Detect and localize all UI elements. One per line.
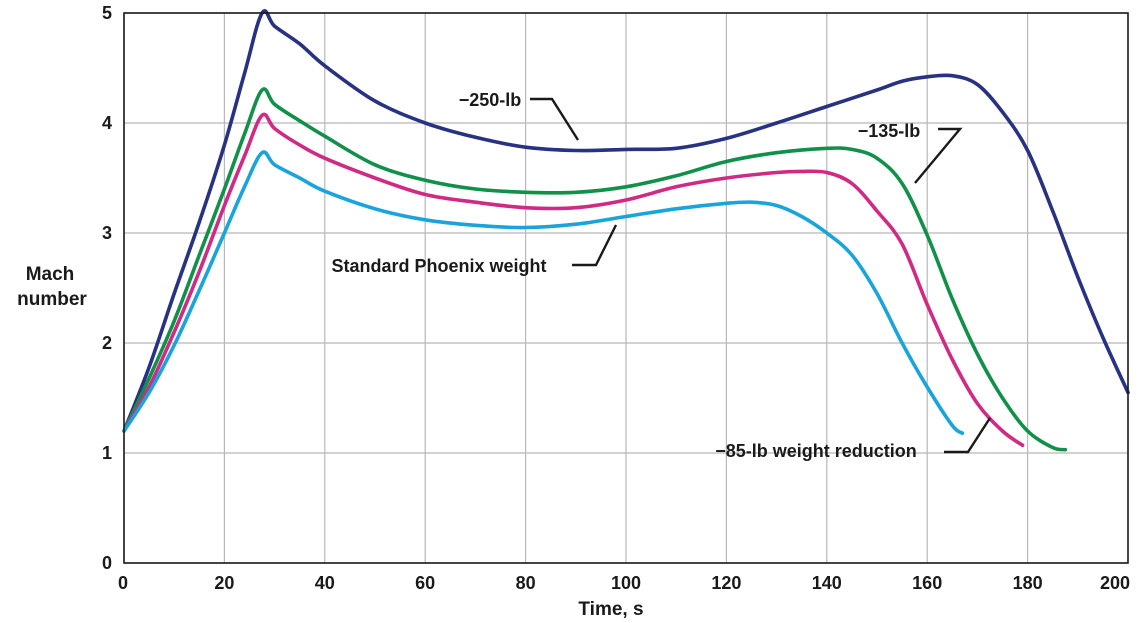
series-line-85-lb xyxy=(122,112,1025,448)
series-lines xyxy=(122,9,1130,452)
series-line-250-lb xyxy=(122,9,1130,433)
x-tick-label: 180 xyxy=(1013,573,1043,593)
y-tick-label: 5 xyxy=(102,3,112,23)
annotation-135-lb: −135-lb xyxy=(858,121,921,141)
x-tick-label: 80 xyxy=(516,573,536,593)
x-tick-label: 60 xyxy=(415,573,435,593)
gridlines xyxy=(123,12,1129,564)
y-tick-labels: 0 1 2 3 4 5 xyxy=(102,3,112,573)
x-tick-label: 100 xyxy=(611,573,641,593)
y-tick-label: 3 xyxy=(102,223,112,243)
plot-frame xyxy=(123,12,1129,564)
annotation-leaders xyxy=(530,97,992,454)
series-line-standard xyxy=(122,150,965,435)
x-tick-label: 200 xyxy=(1100,573,1130,593)
y-tick-label: 4 xyxy=(102,113,112,133)
leader-85-lb xyxy=(944,417,992,454)
leader-standard xyxy=(572,224,618,267)
annotation-250-lb: −250-lb xyxy=(459,90,522,110)
y-tick-label: 0 xyxy=(102,553,112,573)
x-tick-labels: 0 20 40 60 80 100 120 140 160 180 200 xyxy=(118,573,1130,593)
y-axis-title-line-1: Mach xyxy=(26,264,75,285)
y-tick-label: 2 xyxy=(102,333,112,353)
x-tick-label: 20 xyxy=(214,573,234,593)
x-tick-label: 40 xyxy=(315,573,335,593)
y-axis-title-line-2: number xyxy=(17,289,87,310)
x-tick-label: 160 xyxy=(912,573,942,593)
x-tick-label: 120 xyxy=(711,573,741,593)
series-line-135-lb xyxy=(122,87,1068,452)
y-tick-label: 1 xyxy=(102,443,112,463)
annotation-85-lb: −85-lb weight reduction xyxy=(715,441,917,461)
x-tick-label: 140 xyxy=(812,573,842,593)
annotation-standard-weight: Standard Phoenix weight xyxy=(331,256,546,276)
x-tick-label: 0 xyxy=(118,573,128,593)
leader-250-lb xyxy=(530,97,580,141)
leader-135-lb xyxy=(914,127,963,184)
x-axis-title: Time, s xyxy=(578,599,643,620)
